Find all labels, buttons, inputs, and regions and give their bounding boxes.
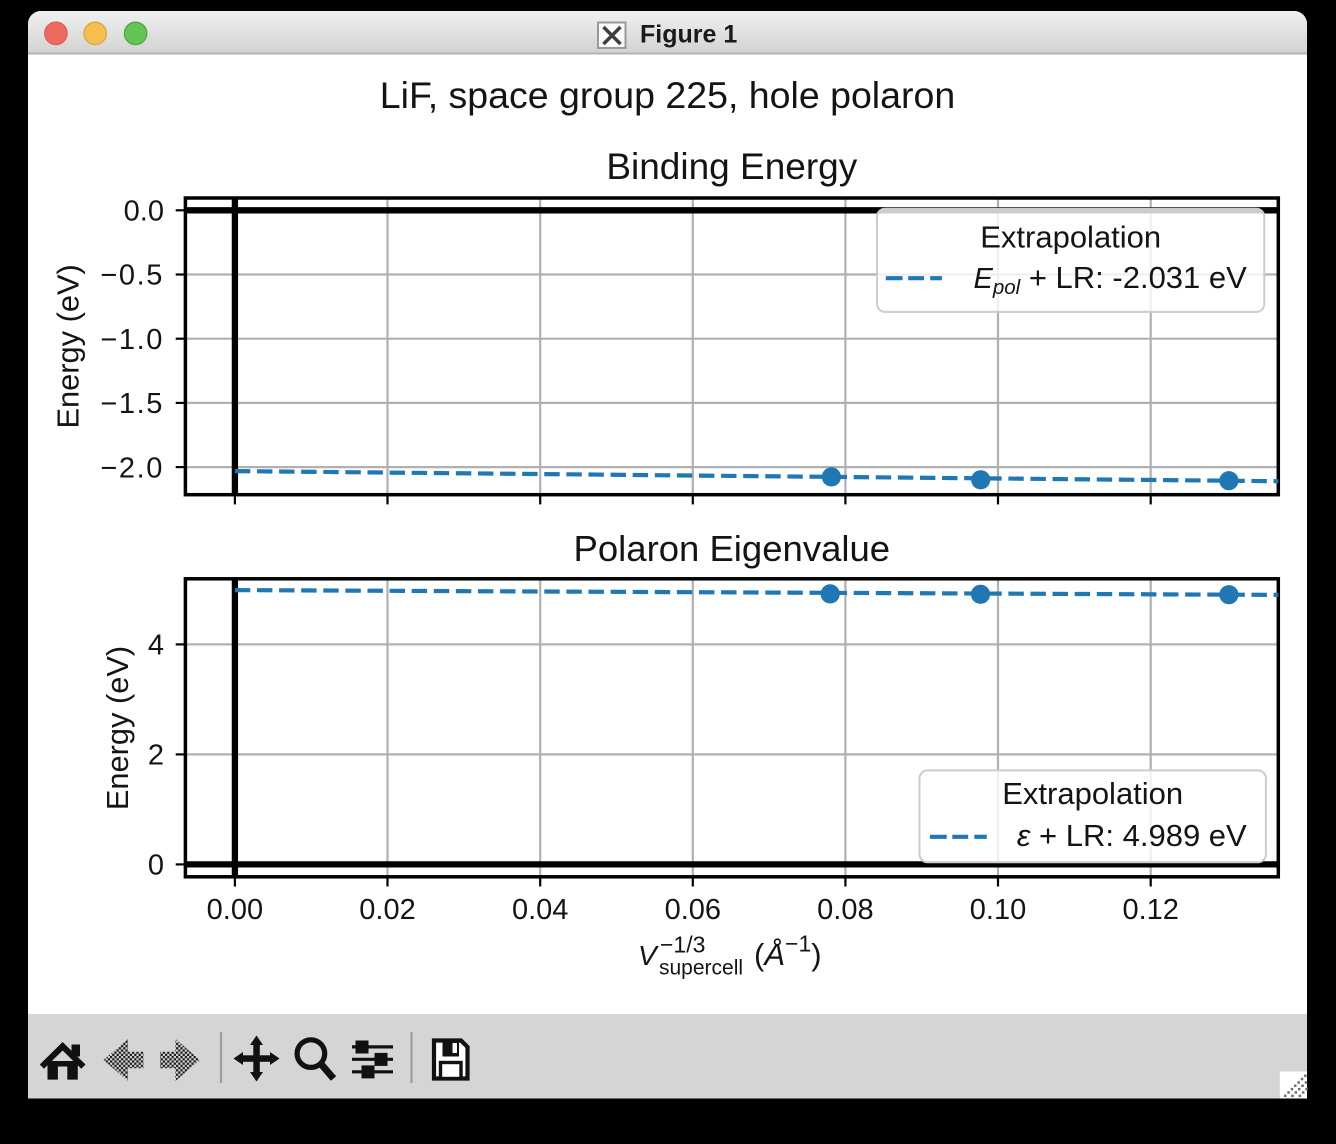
svg-text:−1.0: −1.0 <box>100 324 164 356</box>
svg-text:V: V <box>638 940 659 971</box>
svg-text:Binding Energy: Binding Energy <box>606 146 857 187</box>
svg-text:ε + LR: 4.989 eV: ε + LR: 4.989 eV <box>1017 818 1247 853</box>
svg-text:−1.5: −1.5 <box>100 388 164 420</box>
svg-text:0.08: 0.08 <box>817 894 873 926</box>
svg-text:0: 0 <box>148 850 164 882</box>
svg-text:0.02: 0.02 <box>359 894 415 926</box>
svg-text:0.10: 0.10 <box>970 894 1026 926</box>
svg-text:0.0: 0.0 <box>124 196 164 228</box>
svg-text:Energy (eV): Energy (eV) <box>100 646 135 810</box>
svg-text:−0.5: −0.5 <box>100 260 164 292</box>
svg-text:−2.0: −2.0 <box>100 452 164 484</box>
svg-text:−1/3: −1/3 <box>660 932 705 958</box>
svg-text:Energy (eV): Energy (eV) <box>50 264 85 428</box>
svg-text:LiF, space group 225, hole pol: LiF, space group 225, hole polaron <box>380 74 955 116</box>
svg-text:0.12: 0.12 <box>1122 894 1178 926</box>
svg-text:supercell: supercell <box>659 957 743 980</box>
svg-text:Extrapolation: Extrapolation <box>1002 776 1183 811</box>
svg-text:Polaron Eigenvalue: Polaron Eigenvalue <box>574 528 891 569</box>
svg-text:0.04: 0.04 <box>512 894 568 926</box>
svg-text:Epol + LR: -2.031 eV: Epol + LR: -2.031 eV <box>974 260 1248 299</box>
svg-text:Figure 1: Figure 1 <box>640 21 737 49</box>
svg-text:4: 4 <box>148 630 164 662</box>
svg-text:0.00: 0.00 <box>207 894 263 926</box>
svg-text:Extrapolation: Extrapolation <box>980 220 1161 255</box>
svg-text:2: 2 <box>148 740 164 772</box>
svg-text:0.06: 0.06 <box>665 894 721 926</box>
